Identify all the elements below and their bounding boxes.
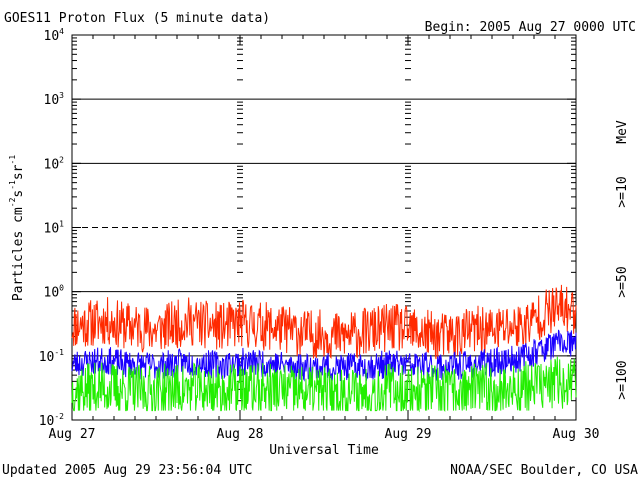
y-axis-label: Particles cm-2s-1sr-1 (8, 155, 26, 302)
y-tick-base: 10 (39, 350, 55, 365)
x-tick-label: Aug 30 (553, 427, 600, 442)
legend-item-50mev: >=50 (615, 266, 630, 297)
y-axis-label-exp2: -1 (8, 180, 17, 190)
y-tick-label: 10-1 (39, 348, 64, 365)
y-axis-label-exp3: -1 (8, 155, 17, 165)
y-tick-base: 10 (44, 286, 60, 301)
y-tick-label: 10-2 (39, 412, 64, 429)
y-tick-exponent: 4 (59, 27, 64, 36)
x-tick-label: Aug 28 (217, 427, 264, 442)
y-axis-label-main: Particles cm (11, 207, 26, 301)
series-line-100mev (71, 356, 577, 413)
legend-unit: MeV (615, 120, 630, 144)
source-credit: NOAA/SEC Boulder, CO USA (450, 463, 638, 478)
y-tick-label: 104 (44, 27, 65, 44)
y-tick-exponent: 1 (59, 220, 64, 229)
y-axis-label-exp1: -2 (8, 197, 17, 207)
legend-item-10mev: >=10 (615, 176, 630, 207)
x-axis-label: Universal Time (269, 443, 379, 458)
y-tick-label: 101 (44, 220, 65, 237)
y-tick-label: 100 (44, 284, 65, 301)
x-tick-label: Aug 29 (385, 427, 432, 442)
updated-time: Updated 2005 Aug 29 23:56:04 UTC (2, 463, 252, 478)
series-line-50mev (71, 329, 577, 382)
reference-lines (72, 98, 576, 357)
y-tick-base: 10 (44, 93, 60, 108)
y-tick-exponent: 0 (59, 284, 64, 293)
y-tick-base: 10 (44, 29, 60, 44)
x-tick-labels: Aug 27 Aug 28 Aug 29 Aug 30 (49, 427, 600, 442)
y-tick-exponent: -2 (54, 412, 64, 421)
x-tick-label: Aug 27 (49, 427, 96, 442)
y-tick-base: 10 (39, 414, 55, 429)
y-axis-label-s: s (11, 190, 26, 198)
series-layer (71, 284, 577, 413)
y-tick-exponent: -1 (54, 348, 64, 357)
y-tick-label: 102 (44, 155, 65, 172)
series-line-10mev (71, 284, 577, 360)
y-axis-label-sr: sr (11, 164, 26, 180)
y-tick-exponent: 2 (59, 155, 64, 164)
y-tick-base: 10 (44, 222, 60, 237)
y-tick-base: 10 (44, 157, 60, 172)
legend-item-100mev: >=100 (615, 360, 630, 399)
y-tick-label: 103 (44, 91, 65, 108)
begin-time: Begin: 2005 Aug 27 0000 UTC (425, 20, 636, 35)
chart-title: GOES11 Proton Flux (5 minute data) (4, 11, 270, 26)
y-tick-exponent: 3 (59, 91, 64, 100)
